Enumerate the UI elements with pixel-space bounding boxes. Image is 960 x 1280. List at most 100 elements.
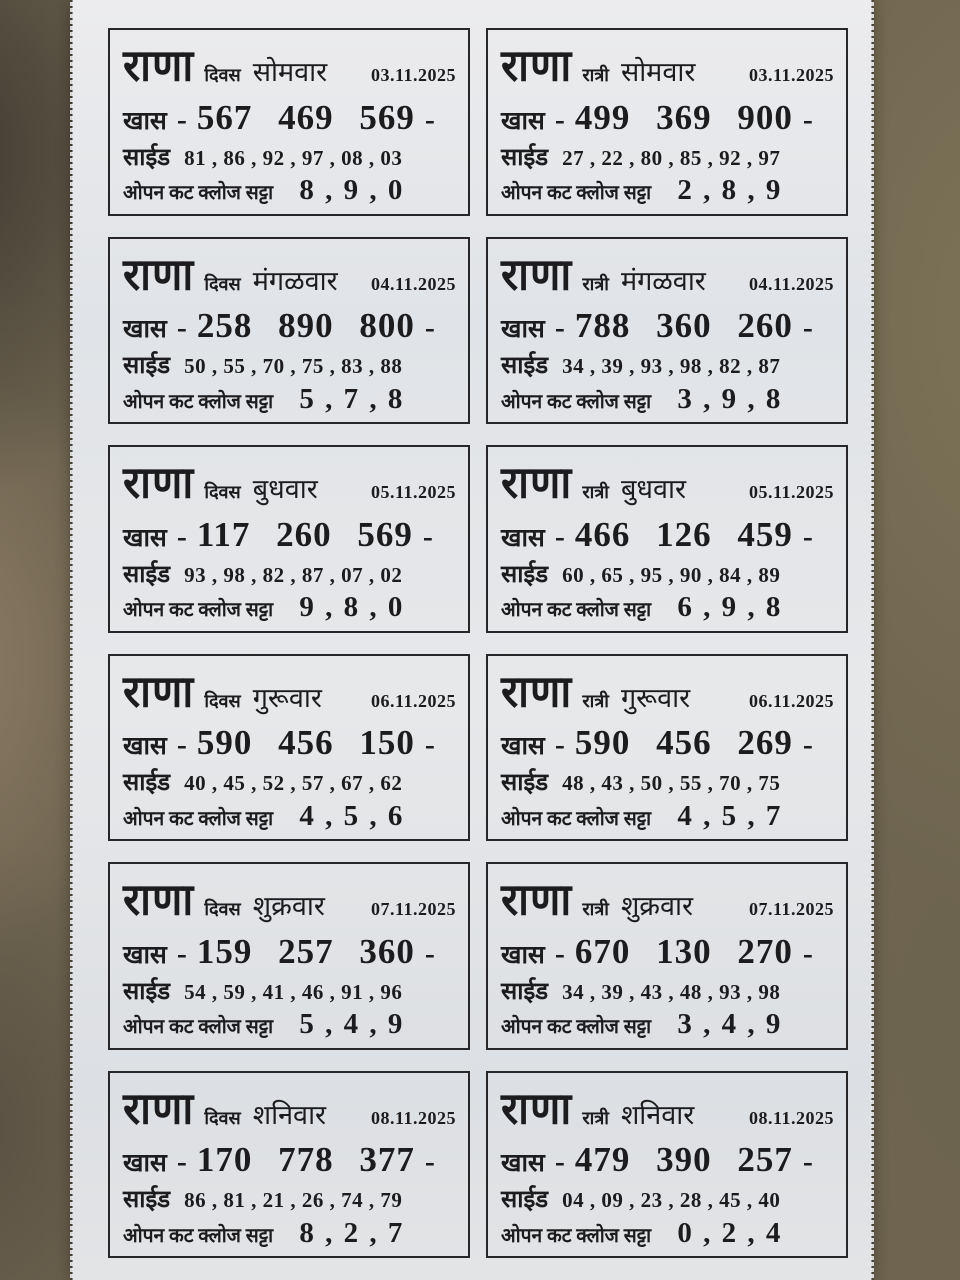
weekday-label: शनिवार — [620, 1099, 695, 1130]
satta-digits: 4 , 5 , 7 — [677, 799, 783, 832]
side-row: साईड 86 , 81 , 21 , 26 , 74 , 79 — [123, 1182, 456, 1215]
satta-digits: 8 , 9 , 0 — [299, 174, 405, 207]
open-cut-close-satta-label: ओपन कट क्लोज सट्टा — [501, 390, 652, 413]
satta-row: ओपन कट क्लोज सट्टा 8 , 9 , 0 — [123, 174, 456, 207]
date-label: 05.11.2025 — [748, 482, 834, 502]
satta-digits: 5 , 4 , 9 — [299, 1008, 405, 1041]
side-row: साईड 34 , 39 , 93 , 98 , 82 , 87 — [501, 348, 834, 381]
side-numbers: 34 , 39 , 93 , 98 , 82 , 87 — [562, 354, 781, 379]
card-header: राणा दिवस बुधवार 05.11.2025 — [123, 454, 456, 511]
result-card-day-saturday: राणा दिवस शनिवार 08.11.2025 खास - 170 77… — [108, 1070, 470, 1258]
satta-digits: 5 , 7 , 8 — [299, 382, 405, 415]
dash: - — [422, 519, 433, 553]
result-card-day-thursday: राणा दिवस गुरूवार 06.11.2025 खास - 590 4… — [108, 653, 470, 841]
result-card-night-monday: राणा रात्री सोमवार 03.11.2025 खास - 499 … — [486, 28, 848, 216]
side-row: साईड 27 , 22 , 80 , 85 , 92 , 97 — [501, 140, 834, 173]
date-label: 05.11.2025 — [370, 482, 456, 502]
satta-digits: 6 , 9 , 8 — [677, 591, 783, 624]
khas-row: खास - 466 126 459 - — [501, 515, 834, 555]
dash: - — [424, 936, 435, 970]
khas-row: खास - 159 257 360 - — [123, 932, 456, 972]
khas-numbers: 567 469 569 — [196, 97, 415, 137]
open-cut-close-satta-label: ओपन कट क्लोज सट्टा — [501, 807, 652, 830]
side-numbers: 86 , 81 , 21 , 26 , 74 , 79 — [184, 1188, 403, 1213]
open-cut-close-satta-label: ओपन कट क्लोज सट्टा — [501, 182, 652, 205]
session-label: दिवस — [204, 273, 241, 294]
khas-label: खास — [123, 107, 167, 135]
side-numbers: 34 , 39 , 43 , 48 , 93 , 98 — [562, 979, 781, 1004]
satta-row: ओपन कट क्लोज सट्टा 5 , 7 , 8 — [123, 383, 456, 416]
brand-logo: राणा — [123, 876, 195, 925]
side-numbers: 93 , 98 , 82 , 87 , 07 , 02 — [184, 562, 403, 587]
side-row: साईड 54 , 59 , 41 , 46 , 91 , 96 — [123, 974, 456, 1007]
side-numbers: 60 , 65 , 95 , 90 , 84 , 89 — [562, 562, 781, 587]
brand-logo: राणा — [123, 459, 195, 508]
side-label: साईड — [501, 561, 549, 588]
side-numbers: 50 , 55 , 70 , 75 , 83 , 88 — [184, 354, 403, 379]
weekday-label: बुधवार — [620, 474, 687, 504]
weekday-label: गुरूवार — [252, 682, 322, 713]
satta-row: ओपन कट क्लोज सट्टा 4 , 5 , 7 — [501, 800, 834, 833]
khas-row: खास - 170 778 377 - — [123, 1140, 456, 1180]
brand-logo: राणा — [501, 668, 573, 717]
khas-numbers: 170 778 377 — [196, 1140, 415, 1180]
date-label: 07.11.2025 — [748, 899, 834, 919]
dash: - — [554, 936, 565, 970]
brand-logo: राणा — [501, 1085, 573, 1134]
satta-row: ओपन कट क्लोज सट्टा 9 , 8 , 0 — [123, 591, 456, 624]
dash: - — [176, 1145, 187, 1179]
dash: - — [424, 728, 435, 762]
satta-row: ओपन कट क्लोज सट्टा 3 , 4 , 9 — [501, 1008, 834, 1041]
brand-logo: राणा — [123, 42, 195, 91]
date-label: 06.11.2025 — [370, 690, 456, 711]
dash: - — [176, 519, 187, 553]
khas-numbers: 159 257 360 — [196, 931, 415, 971]
open-cut-close-satta-label: ओपन कट क्लोज सट्टा — [123, 807, 274, 830]
weekday-label: गुरूवार — [620, 682, 691, 713]
satta-row: ओपन कट क्लोज सट्टा 4 , 5 , 6 — [123, 800, 456, 833]
dash: - — [802, 936, 813, 970]
brand-logo: राणा — [501, 459, 573, 508]
side-numbers: 54 , 59 , 41 , 46 , 91 , 96 — [184, 979, 403, 1004]
card-header: राणा दिवस शुक्रवार 07.11.2025 — [123, 871, 456, 928]
dash: - — [554, 1145, 565, 1179]
date-label: 06.11.2025 — [748, 690, 834, 711]
card-header: राणा रात्री बुधवार 05.11.2025 — [501, 454, 834, 511]
khas-numbers: 788 360 260 — [574, 306, 793, 346]
card-header: राणा दिवस गुरूवार 06.11.2025 — [123, 663, 456, 720]
dash: - — [554, 728, 565, 762]
card-header: राणा रात्री शनिवार 08.11.2025 — [501, 1080, 834, 1137]
khas-numbers: 466 126 459 — [574, 514, 793, 554]
satta-digits: 0 , 2 , 4 — [677, 1216, 783, 1249]
side-label: साईड — [501, 353, 549, 380]
open-cut-close-satta-label: ओपन कट क्लोज सट्टा — [123, 1016, 274, 1039]
side-row: साईड 48 , 43 , 50 , 55 , 70 , 75 — [501, 765, 834, 798]
khas-row: खास - 590 456 269 - — [501, 723, 834, 763]
side-label: साईड — [123, 770, 171, 797]
brand-logo: राणा — [123, 251, 195, 300]
dash: - — [554, 311, 565, 345]
satta-digits: 2 , 8 , 9 — [677, 174, 783, 207]
khas-numbers: 590 456 150 — [196, 723, 415, 763]
satta-row: ओपन कट क्लोज सट्टा 2 , 8 , 9 — [501, 174, 834, 207]
khas-numbers: 590 456 269 — [574, 723, 793, 763]
khas-label: खास — [501, 733, 545, 761]
card-header: राणा रात्री गुरूवार 06.11.2025 — [501, 663, 834, 720]
side-row: साईड 50 , 55 , 70 , 75 , 83 , 88 — [123, 348, 456, 381]
khas-numbers: 499 369 900 — [574, 97, 793, 137]
result-card-night-saturday: राणा रात्री शनिवार 08.11.2025 खास - 479 … — [486, 1070, 848, 1258]
dash: - — [424, 102, 435, 136]
khas-numbers: 670 130 270 — [574, 931, 793, 971]
side-row: साईड 04 , 09 , 23 , 28 , 45 , 40 — [501, 1182, 834, 1215]
satta-digits: 3 , 9 , 8 — [677, 382, 783, 415]
dash: - — [176, 311, 187, 345]
side-row: साईड 34 , 39 , 43 , 48 , 93 , 98 — [501, 974, 834, 1007]
result-card-day-friday: राणा दिवस शुक्रवार 07.11.2025 खास - 159 … — [108, 862, 470, 1050]
brand-logo: राणा — [501, 876, 573, 925]
khas-label: खास — [123, 733, 167, 761]
weekday-label: शुक्रवार — [252, 891, 325, 921]
card-header: राणा रात्री मंगळवार 04.11.2025 — [501, 246, 834, 303]
card-header: राणा दिवस शनिवार 08.11.2025 — [123, 1080, 456, 1137]
open-cut-close-satta-label: ओपन कट क्लोज सट्टा — [123, 1224, 274, 1247]
